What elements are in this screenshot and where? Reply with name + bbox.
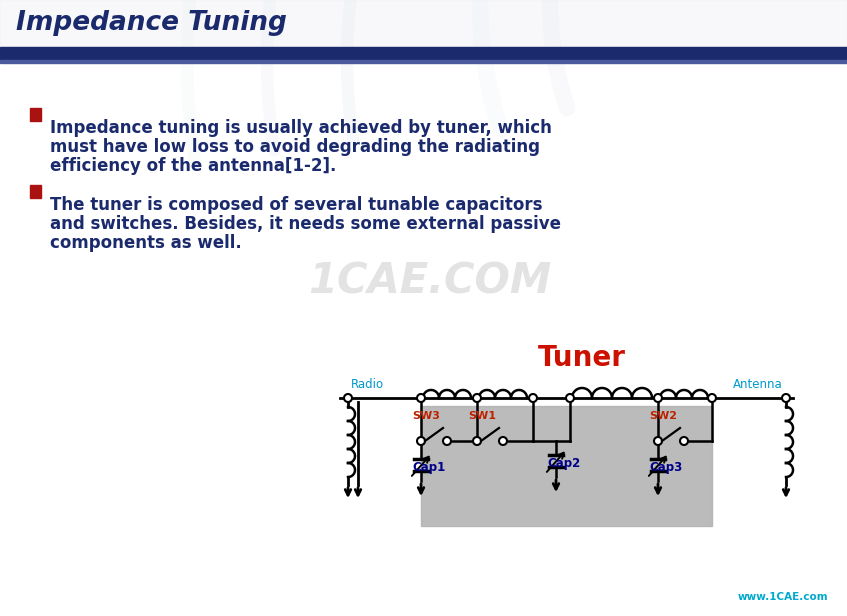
Text: www.1CAE.com: www.1CAE.com (738, 592, 828, 602)
Circle shape (473, 437, 481, 445)
Circle shape (344, 394, 352, 402)
Circle shape (529, 394, 537, 402)
Bar (30, 185, 41, 198)
Text: SW1: SW1 (468, 411, 496, 421)
Text: 1CAE.COM: 1CAE.COM (308, 260, 551, 302)
Text: SW3: SW3 (412, 411, 440, 421)
Bar (421, 406, 712, 526)
Circle shape (782, 394, 790, 402)
Text: efficiency of the antenna[1-2].: efficiency of the antenna[1-2]. (50, 157, 336, 175)
Text: The tuner is composed of several tunable capacitors: The tuner is composed of several tunable… (50, 196, 542, 214)
Text: Cap3: Cap3 (649, 461, 682, 474)
Circle shape (499, 437, 507, 445)
Text: and switches. Besides, it needs some external passive: and switches. Besides, it needs some ext… (50, 215, 561, 233)
Text: Impedance Tuning: Impedance Tuning (16, 10, 287, 36)
Text: Cap2: Cap2 (547, 457, 580, 470)
Circle shape (417, 437, 425, 445)
Circle shape (566, 394, 574, 402)
Bar (30, 108, 41, 121)
Text: Tuner: Tuner (538, 344, 626, 372)
Circle shape (708, 394, 716, 402)
Circle shape (473, 394, 481, 402)
Text: components as well.: components as well. (50, 234, 241, 252)
Text: Impedance tuning is usually achieved by tuner, which: Impedance tuning is usually achieved by … (50, 119, 552, 137)
Circle shape (417, 394, 425, 402)
Circle shape (654, 394, 662, 402)
Circle shape (680, 437, 688, 445)
Bar (0, 60, 847, 63)
Text: Cap1: Cap1 (412, 461, 446, 474)
Text: Antenna: Antenna (734, 378, 783, 391)
Text: must have low loss to avoid degrading the radiating: must have low loss to avoid degrading th… (50, 138, 540, 156)
Bar (0, 47, 847, 60)
Text: Radio: Radio (351, 378, 385, 391)
Circle shape (654, 437, 662, 445)
Text: SW2: SW2 (649, 411, 677, 421)
Bar (0, 0, 847, 46)
Circle shape (443, 437, 451, 445)
